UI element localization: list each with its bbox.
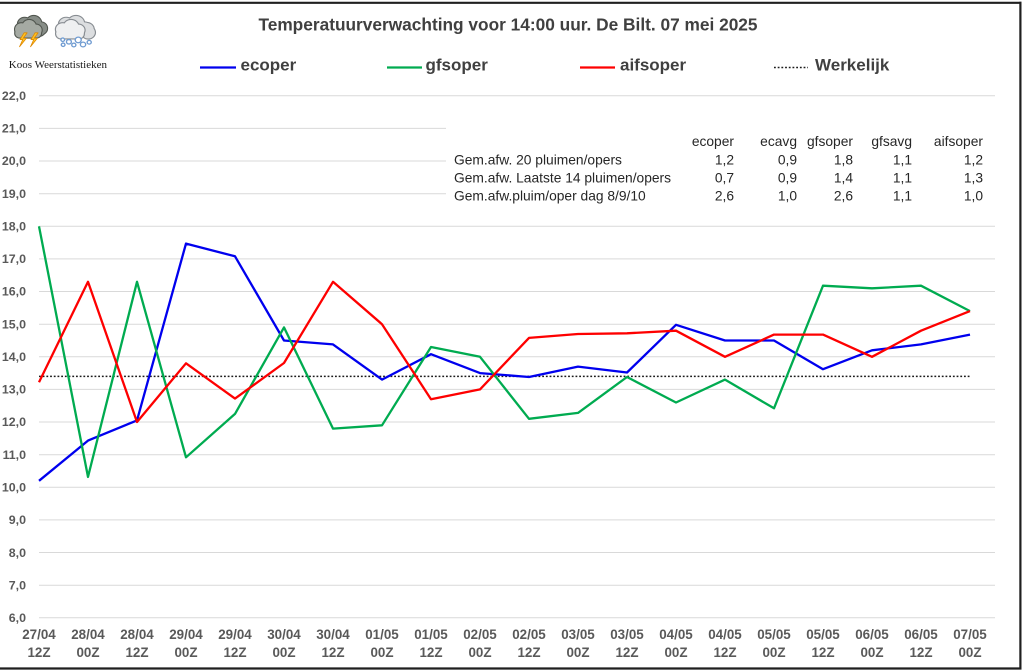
svg-text:29/04: 29/04: [169, 627, 203, 642]
svg-text:03/05: 03/05: [610, 627, 644, 642]
svg-text:12Z: 12Z: [321, 645, 344, 660]
svg-text:12,0: 12,0: [2, 415, 26, 429]
svg-text:8,0: 8,0: [9, 546, 26, 560]
svg-text:07/05: 07/05: [953, 627, 987, 642]
svg-text:19,0: 19,0: [2, 187, 26, 201]
svg-text:00Z: 00Z: [566, 645, 589, 660]
svg-text:00Z: 00Z: [958, 645, 981, 660]
svg-text:12Z: 12Z: [419, 645, 442, 660]
svg-text:12Z: 12Z: [811, 645, 834, 660]
svg-text:15,0: 15,0: [2, 317, 26, 331]
svg-text:1,8: 1,8: [834, 152, 854, 167]
svg-text:28/04: 28/04: [71, 627, 105, 642]
svg-text:Gem.afw. Laatste 14 pluimen/op: Gem.afw. Laatste 14 pluimen/opers: [454, 170, 671, 185]
svg-text:ecoper: ecoper: [241, 56, 297, 75]
svg-text:01/05: 01/05: [414, 627, 448, 642]
svg-text:Temperatuurverwachting voor 14: Temperatuurverwachting voor 14:00 uur. D…: [258, 15, 757, 35]
svg-text:Werkelijk: Werkelijk: [815, 56, 890, 75]
svg-text:12Z: 12Z: [223, 645, 246, 660]
svg-text:11,0: 11,0: [3, 448, 27, 462]
svg-text:06/05: 06/05: [855, 627, 889, 642]
svg-text:04/05: 04/05: [659, 627, 693, 642]
svg-text:1,2: 1,2: [715, 152, 734, 167]
svg-text:28/04: 28/04: [120, 627, 154, 642]
svg-text:1,1: 1,1: [893, 152, 912, 167]
svg-text:05/05: 05/05: [806, 627, 840, 642]
svg-text:03/05: 03/05: [561, 627, 595, 642]
svg-text:06/05: 06/05: [904, 627, 938, 642]
svg-text:0,9: 0,9: [778, 170, 798, 185]
svg-text:30/04: 30/04: [267, 627, 301, 642]
svg-text:gfsoper: gfsoper: [807, 134, 853, 149]
svg-text:13,0: 13,0: [2, 383, 26, 397]
svg-text:14,0: 14,0: [2, 350, 26, 364]
svg-text:12Z: 12Z: [125, 645, 148, 660]
svg-text:1,2: 1,2: [964, 152, 983, 167]
svg-text:16,0: 16,0: [2, 285, 26, 299]
svg-text:0,7: 0,7: [715, 170, 734, 185]
svg-text:aifsoper: aifsoper: [934, 134, 983, 149]
svg-text:Gem.afw. 20 pluimen/opers: Gem.afw. 20 pluimen/opers: [454, 152, 622, 167]
svg-text:17,0: 17,0: [2, 252, 26, 266]
svg-text:2,6: 2,6: [715, 189, 735, 204]
svg-text:10,0: 10,0: [2, 481, 26, 495]
svg-text:12Z: 12Z: [615, 645, 638, 660]
svg-text:05/05: 05/05: [757, 627, 791, 642]
svg-text:00Z: 00Z: [762, 645, 785, 660]
svg-text:7,0: 7,0: [9, 578, 26, 592]
svg-text:gfsoper: gfsoper: [426, 56, 489, 75]
svg-text:21,0: 21,0: [2, 122, 26, 136]
svg-text:1,1: 1,1: [893, 189, 912, 204]
svg-text:00Z: 00Z: [468, 645, 491, 660]
svg-text:00Z: 00Z: [370, 645, 393, 660]
svg-text:1,1: 1,1: [893, 170, 912, 185]
svg-text:04/05: 04/05: [708, 627, 742, 642]
svg-text:gfsavg: gfsavg: [871, 134, 912, 149]
svg-text:02/05: 02/05: [463, 627, 497, 642]
svg-text:00Z: 00Z: [174, 645, 197, 660]
svg-text:00Z: 00Z: [272, 645, 295, 660]
svg-text:Gem.afw.pluim/oper dag 8/9/10: Gem.afw.pluim/oper dag 8/9/10: [454, 189, 646, 204]
svg-text:20,0: 20,0: [2, 154, 26, 168]
svg-text:12Z: 12Z: [27, 645, 50, 660]
svg-text:1,3: 1,3: [964, 170, 984, 185]
svg-text:02/05: 02/05: [512, 627, 546, 642]
svg-text:12Z: 12Z: [517, 645, 540, 660]
svg-text:00Z: 00Z: [664, 645, 687, 660]
svg-text:2,6: 2,6: [834, 189, 854, 204]
svg-text:ecoper: ecoper: [692, 134, 735, 149]
svg-text:1,0: 1,0: [964, 189, 984, 204]
svg-text:00Z: 00Z: [76, 645, 99, 660]
svg-text:Koos Weerstatistieken: Koos Weerstatistieken: [9, 59, 108, 71]
svg-text:22,0: 22,0: [2, 89, 26, 103]
svg-text:9,0: 9,0: [9, 513, 26, 527]
svg-text:aifsoper: aifsoper: [620, 56, 687, 75]
svg-text:12Z: 12Z: [713, 645, 736, 660]
svg-text:29/04: 29/04: [218, 627, 252, 642]
svg-text:01/05: 01/05: [365, 627, 399, 642]
svg-text:1,0: 1,0: [778, 189, 798, 204]
svg-text:30/04: 30/04: [316, 627, 350, 642]
svg-text:0,9: 0,9: [778, 152, 798, 167]
svg-text:18,0: 18,0: [2, 220, 26, 234]
svg-text:1,4: 1,4: [834, 170, 854, 185]
svg-text:12Z: 12Z: [909, 645, 932, 660]
svg-text:27/04: 27/04: [22, 627, 56, 642]
svg-text:6,0: 6,0: [9, 611, 26, 625]
svg-text:ecavg: ecavg: [760, 134, 797, 149]
svg-text:00Z: 00Z: [860, 645, 883, 660]
